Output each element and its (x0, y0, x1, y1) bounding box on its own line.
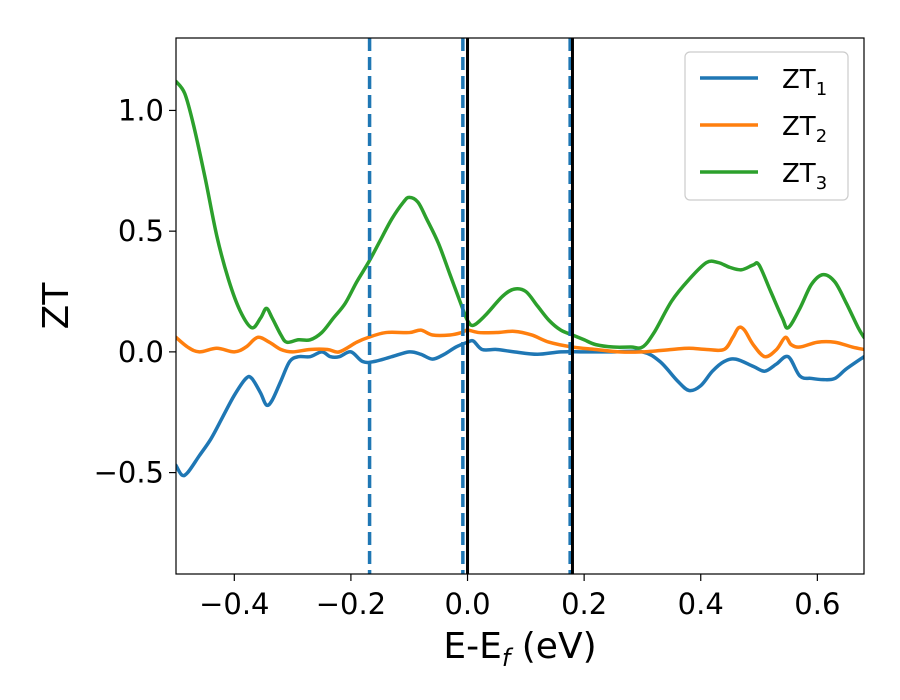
plot-area (176, 79, 864, 478)
x-axis: −0.4 −0.2 0.0 0.2 0.4 0.6 (199, 574, 840, 621)
x-tick-label: −0.4 (199, 587, 269, 621)
x-tick-label: −0.2 (316, 587, 386, 621)
y-axis-label: ZT (36, 282, 77, 330)
x-tick-label: 0.6 (794, 587, 840, 621)
series-line-zt1 (176, 338, 864, 478)
legend-label-zt2: ZT2 (782, 112, 827, 147)
y-tick-label: 0.0 (118, 335, 164, 369)
series-line-zt3 (176, 79, 864, 350)
legend-label-zt1: ZT1 (782, 65, 827, 100)
x-tick-label: 0.0 (444, 587, 490, 621)
plot-frame (175, 37, 865, 575)
y-tick-label: 1.0 (118, 93, 164, 127)
vertical-markers (367, 38, 574, 574)
y-axis: −0.5 0.0 0.5 1.0 (94, 93, 176, 490)
y-tick-label: 0.5 (118, 214, 164, 248)
legend-label-zt3: ZT3 (782, 159, 827, 194)
series-line-zt2 (176, 325, 864, 359)
legend: ZT1 ZT2 ZT3 (684, 51, 849, 201)
x-tick-label: 0.2 (561, 587, 607, 621)
x-axis-label: E-Ef (eV) (443, 626, 596, 672)
y-tick-label: −0.5 (94, 456, 164, 490)
x-tick-label: 0.4 (678, 587, 724, 621)
legend-box (684, 51, 849, 201)
